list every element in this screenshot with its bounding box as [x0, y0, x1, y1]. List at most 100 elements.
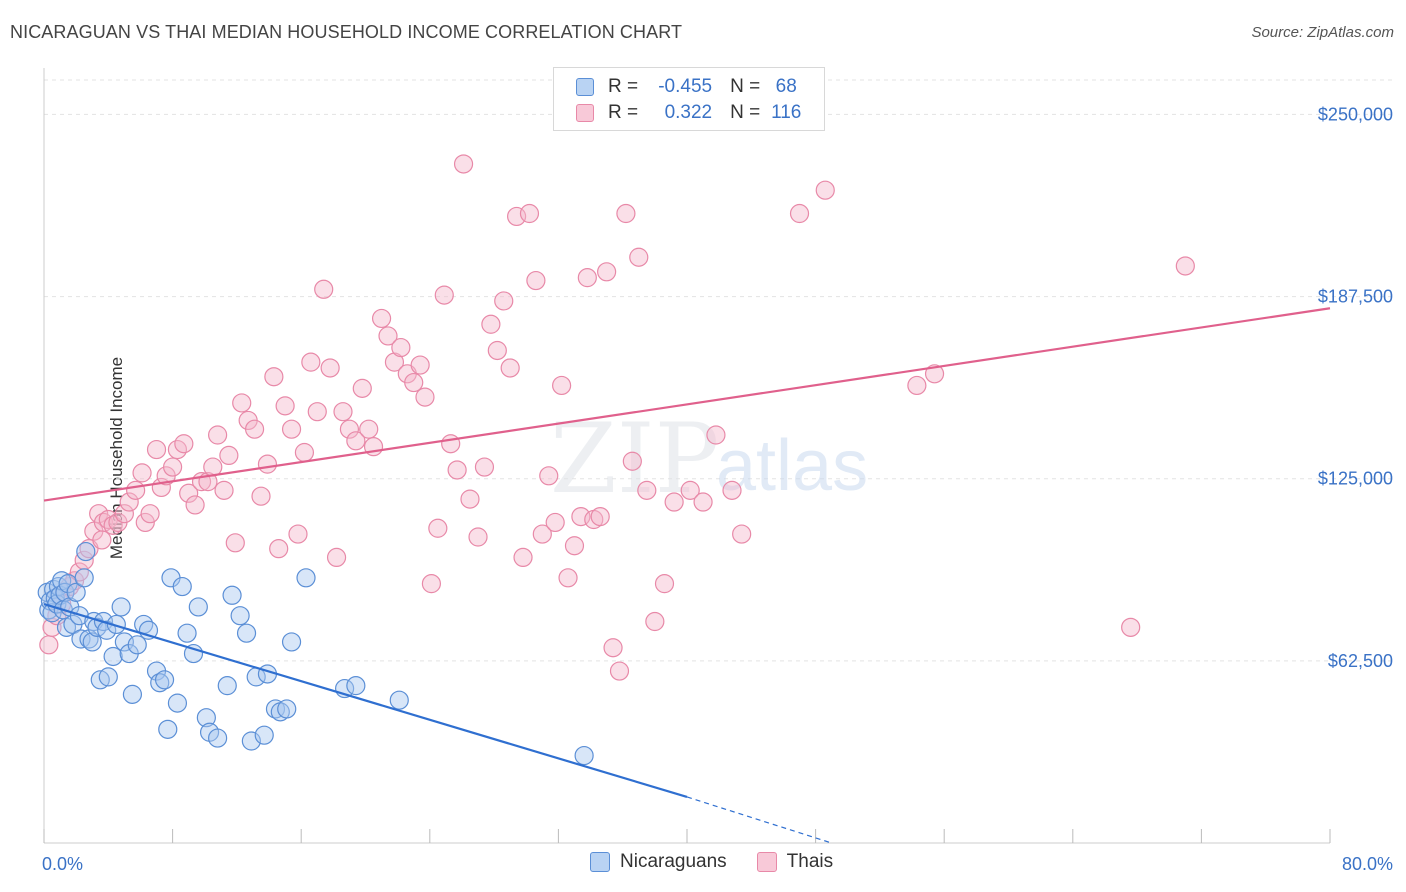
- watermark-atlas: atlas: [716, 426, 868, 506]
- thais-point: [468, 527, 488, 547]
- nicaraguans-point: [82, 632, 102, 652]
- thais-point: [275, 396, 295, 416]
- blue-swatch: [576, 78, 594, 96]
- thais-point: [597, 262, 617, 282]
- thais-point: [132, 463, 152, 483]
- thais-point: [185, 495, 205, 515]
- pink-swatch: [756, 852, 777, 872]
- nicaraguans-trend-extension: [686, 796, 832, 844]
- thais-point: [174, 434, 194, 454]
- nicaraguans-point: [154, 670, 175, 690]
- legend-label: Thais: [786, 851, 834, 872]
- thais-point: [225, 533, 245, 553]
- thais-point: [545, 512, 565, 533]
- thais-point: [135, 512, 155, 533]
- thais-point: [114, 504, 134, 524]
- thais-point: [269, 539, 289, 559]
- thais-point: [500, 358, 520, 378]
- thais-point: [294, 442, 315, 463]
- thais-point: [244, 419, 265, 439]
- thais-point: [441, 434, 461, 454]
- thais-point: [140, 504, 160, 524]
- thais-point: [494, 291, 514, 311]
- thais-point: [89, 504, 109, 524]
- nicaraguans-point: [222, 585, 242, 605]
- trend-lines: [43, 307, 1331, 844]
- thais-point: [609, 661, 630, 681]
- nicaraguans-point: [122, 684, 143, 704]
- nicaraguans-point: [127, 635, 147, 655]
- thais-point: [564, 536, 585, 556]
- blue-swatch: [590, 852, 610, 872]
- thais-point: [654, 574, 675, 594]
- source-label: Source: ZipAtlas.com: [1251, 24, 1394, 41]
- thais-point: [428, 518, 448, 538]
- thais-point: [146, 439, 167, 460]
- thais-point: [339, 419, 360, 439]
- y-tick-label: $187,500: [1318, 287, 1393, 307]
- nicaraguans-point: [574, 745, 594, 766]
- nicaraguans-point: [158, 719, 178, 739]
- nicaraguans-point: [296, 568, 316, 588]
- thais-point: [815, 180, 835, 200]
- nicaraguans-trend-line: [43, 602, 688, 799]
- thais-point: [453, 154, 474, 174]
- thais-point: [92, 530, 112, 550]
- thais-point: [314, 279, 334, 299]
- thais-point: [404, 372, 424, 393]
- nicaraguans-point: [172, 576, 192, 597]
- thais-point: [307, 402, 327, 422]
- x-tick-label: 80.0%: [1342, 854, 1393, 874]
- thais-point: [257, 454, 278, 474]
- nicaraguans-point: [106, 614, 126, 635]
- thais-point: [519, 203, 540, 224]
- y-tick-label: $250,000: [1318, 104, 1393, 124]
- nicaraguans-point: [188, 597, 208, 617]
- thais-point: [616, 203, 636, 224]
- thais-point: [590, 506, 610, 527]
- thais-point: [434, 285, 454, 305]
- nicaraguans-point: [71, 629, 91, 649]
- thais-point: [513, 547, 533, 568]
- thais-point: [680, 480, 700, 500]
- legend-item-nicaraguans[interactable]: Nicaraguans: [590, 851, 727, 873]
- thais-point: [320, 358, 340, 378]
- grid-lines: [44, 79, 1395, 662]
- nicaraguans-point: [177, 623, 197, 643]
- y-tick-label: $125,000: [1318, 469, 1393, 489]
- watermark: ZIP atlas: [550, 403, 868, 515]
- thais-point: [214, 480, 234, 500]
- nicaraguans-point: [346, 676, 366, 696]
- thais-point: [722, 480, 742, 500]
- legend-label: Nicaraguans: [620, 851, 727, 872]
- thais-point: [391, 337, 411, 358]
- nicaraguans-points: [37, 541, 594, 766]
- thais-point: [126, 480, 146, 500]
- legend-item-thais[interactable]: Thais: [756, 851, 834, 873]
- thais-point: [577, 268, 597, 288]
- n-value: 116: [771, 102, 802, 123]
- thais-point: [301, 352, 321, 372]
- nicaraguans-point: [74, 568, 94, 588]
- nicaraguans-point: [281, 632, 302, 652]
- nicaraguans-point: [66, 582, 86, 602]
- thais-point: [264, 367, 284, 387]
- nicaraguans-point: [103, 646, 123, 667]
- x-tick-label: 0.0%: [42, 854, 83, 874]
- thais-point: [693, 492, 713, 512]
- thais-point: [664, 492, 684, 512]
- thais-point: [629, 247, 649, 267]
- r-value: 0.322: [664, 102, 713, 123]
- n-value: 68: [775, 76, 797, 97]
- n-label: N =: [730, 102, 761, 123]
- r-value: -0.455: [658, 76, 713, 97]
- series-legend: Nicaraguans Thais: [590, 851, 863, 873]
- thais-point: [410, 355, 430, 375]
- nicaraguans-point: [196, 708, 216, 728]
- thais-point: [789, 203, 810, 224]
- thais-point: [352, 378, 372, 398]
- thais-point: [219, 445, 239, 465]
- thais-point: [487, 340, 507, 361]
- thais-point: [637, 480, 657, 500]
